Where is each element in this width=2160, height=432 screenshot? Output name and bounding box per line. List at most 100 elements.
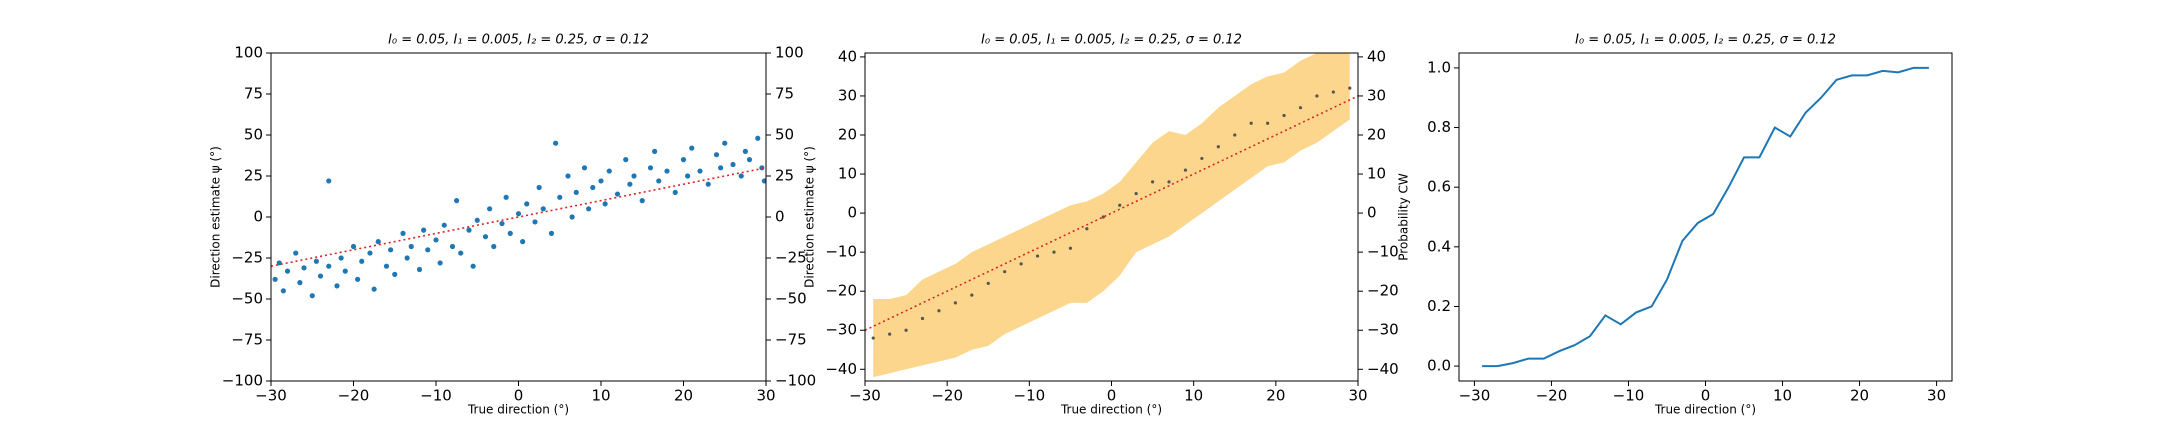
point	[342, 268, 348, 274]
point	[293, 250, 299, 256]
axes-frame	[270, 52, 767, 382]
y-tick-label-right: −75	[775, 331, 807, 349]
point	[647, 165, 654, 171]
point	[1348, 86, 1352, 90]
x-tick-label: −20	[1536, 387, 1568, 405]
y-tick-label: 1.0	[1427, 58, 1451, 76]
point	[392, 271, 398, 277]
y-tick-label: −10	[825, 243, 857, 261]
chart-title: I₀ = 0.05, I₁ = 0.005, I₂ = 0.25, σ = 0.…	[388, 33, 649, 48]
point	[375, 239, 381, 245]
point	[272, 276, 278, 282]
point	[359, 258, 365, 264]
x-tick-label: 0	[1107, 387, 1117, 405]
y-tick-label: −40	[825, 360, 857, 378]
point	[1249, 121, 1253, 125]
y-tick-label: 0.4	[1427, 237, 1451, 255]
point	[746, 157, 753, 163]
x-tick-label: −20	[931, 387, 963, 405]
point	[1331, 90, 1335, 94]
y-tick-label-right: 20	[1367, 126, 1386, 144]
x-tick-label: 20	[1850, 387, 1869, 405]
point	[350, 243, 357, 250]
point	[606, 168, 612, 174]
y-tick-label-right: −100	[775, 372, 816, 390]
point	[614, 191, 621, 197]
plot-area	[1482, 66, 1929, 368]
point	[639, 198, 645, 204]
x-axis-label: True direction (°)	[1060, 403, 1162, 417]
point	[458, 250, 464, 256]
point	[524, 201, 530, 207]
point	[503, 194, 509, 200]
y-tick-label: −20	[825, 282, 857, 300]
point	[1282, 113, 1286, 118]
point	[1019, 262, 1023, 266]
point	[557, 194, 563, 200]
point	[297, 280, 303, 286]
point	[1266, 121, 1270, 125]
y-tick-label-right: 40	[1367, 47, 1386, 65]
x-tick-label: 30	[1927, 387, 1946, 405]
axes-frame	[1458, 52, 1953, 382]
y-tick-label: 100	[234, 44, 263, 62]
point	[491, 243, 497, 250]
y-tick-label-right: −50	[775, 290, 807, 308]
point	[454, 198, 460, 204]
point	[548, 230, 555, 236]
point	[602, 201, 608, 207]
point	[408, 243, 414, 250]
x-tick-label: 10	[1773, 387, 1792, 405]
x-tick-label: −10	[420, 387, 452, 405]
point	[1315, 94, 1319, 98]
point	[569, 214, 575, 220]
point	[1167, 180, 1171, 184]
point	[664, 168, 670, 174]
axes-frame	[864, 52, 1359, 382]
point	[631, 173, 637, 179]
point	[904, 328, 908, 332]
y-tick-label: 0.6	[1427, 178, 1451, 196]
y-tick-label: 20	[838, 126, 857, 144]
point	[536, 184, 542, 191]
y-axis-label: Direction estimate ψ (°)	[803, 146, 817, 288]
point	[326, 178, 332, 184]
point	[540, 206, 546, 212]
point	[1216, 145, 1220, 149]
point	[705, 181, 711, 187]
point	[313, 258, 319, 264]
point	[730, 161, 736, 168]
point	[383, 263, 390, 269]
point	[1003, 270, 1007, 274]
point	[425, 247, 431, 253]
y-tick-label-right: 0	[1367, 204, 1377, 222]
point	[1085, 227, 1089, 231]
y-tick-label: 0.2	[1427, 297, 1451, 315]
chart-title: I₀ = 0.05, I₁ = 0.005, I₂ = 0.25, σ = 0.…	[981, 33, 1242, 48]
point	[326, 263, 332, 269]
y-tick-label-right: −20	[1367, 282, 1399, 300]
point	[449, 243, 456, 250]
y-tick-label: 30	[838, 86, 857, 104]
point	[1233, 133, 1237, 137]
point	[482, 234, 489, 240]
point	[871, 336, 875, 340]
point	[888, 332, 892, 336]
point	[761, 178, 766, 184]
point	[1052, 250, 1056, 254]
point	[416, 266, 423, 273]
y-tick-label-right: 50	[775, 126, 794, 144]
x-tick-label: 20	[1266, 387, 1285, 405]
point	[689, 145, 695, 151]
point	[697, 168, 703, 174]
point	[499, 220, 505, 227]
point	[404, 255, 410, 261]
point	[581, 165, 588, 171]
point	[1035, 254, 1040, 258]
point	[1298, 106, 1303, 110]
y-tick-label-right: 0	[775, 208, 785, 226]
point	[586, 206, 592, 212]
point	[1200, 156, 1204, 161]
point	[532, 219, 538, 225]
y-tick-label: 40	[838, 47, 857, 65]
